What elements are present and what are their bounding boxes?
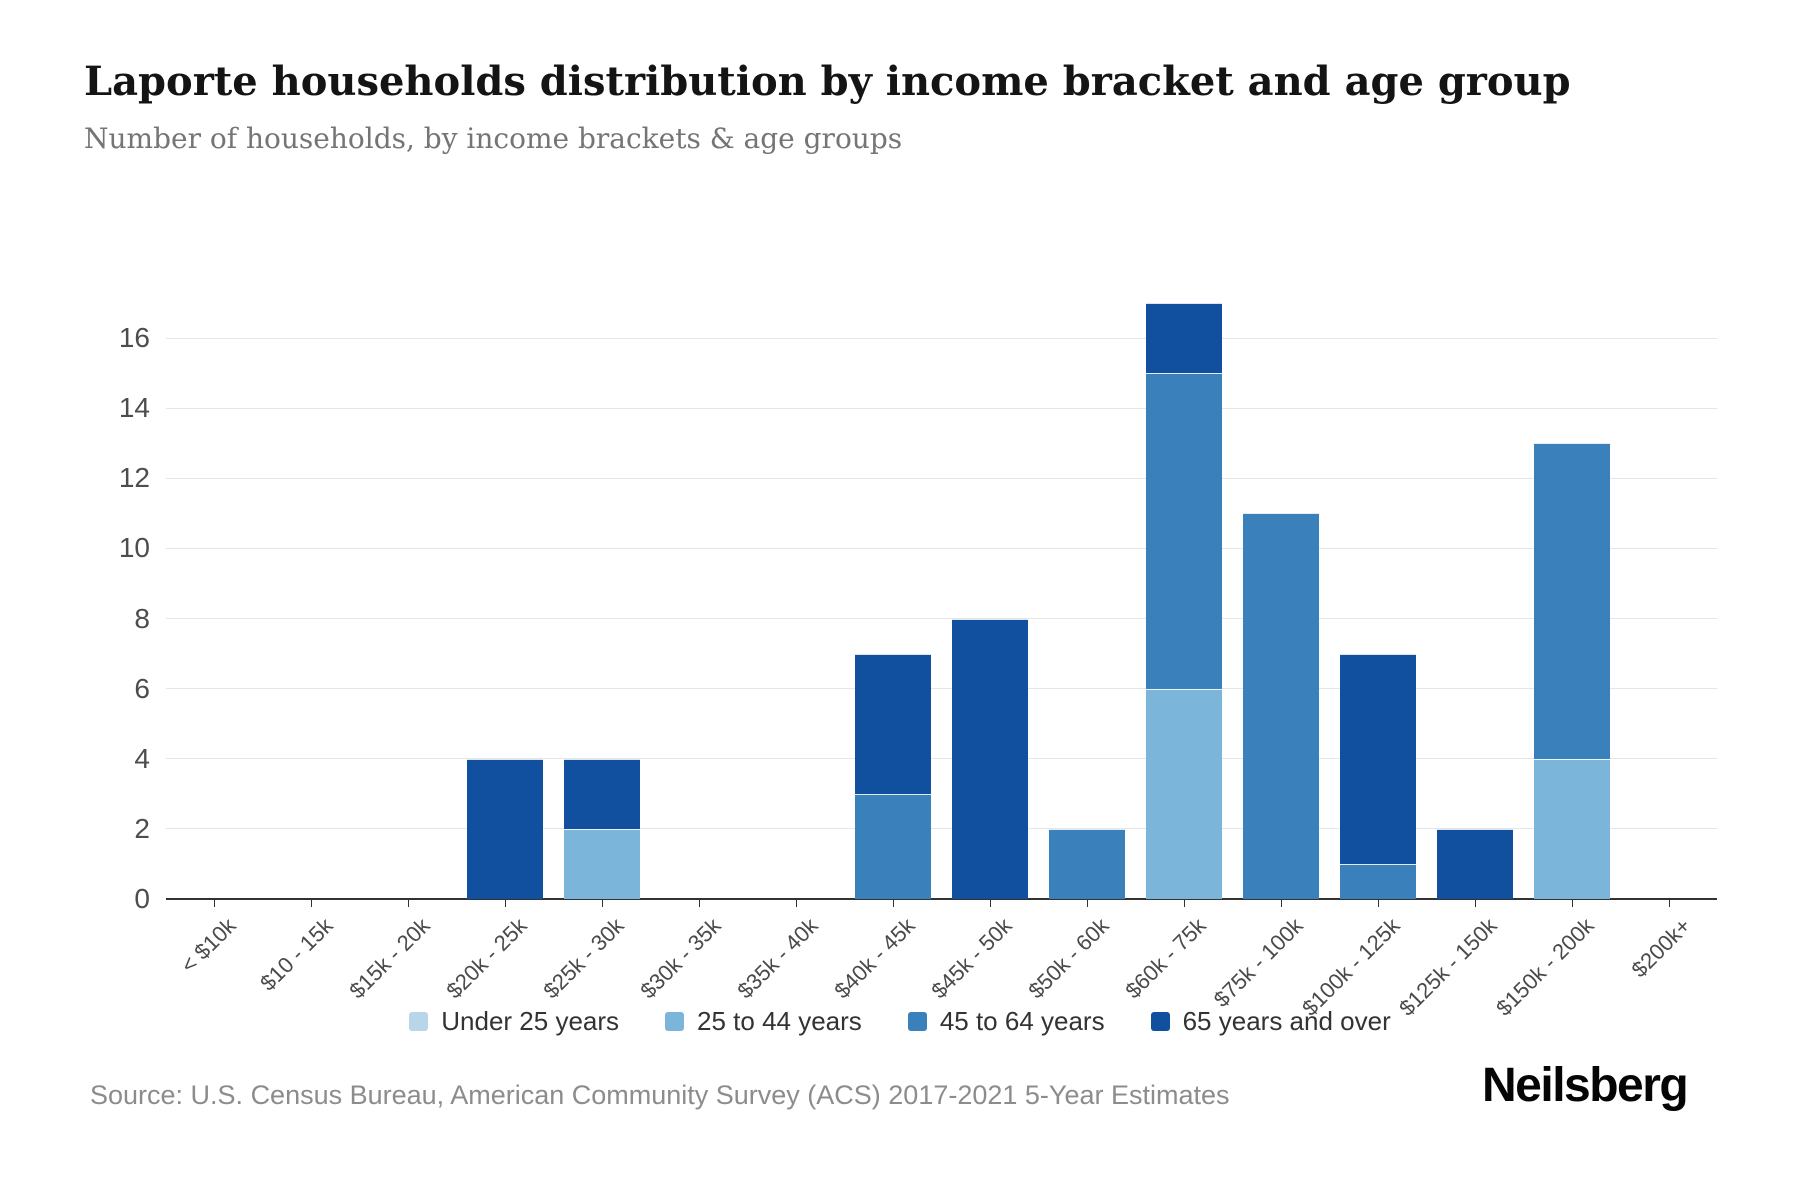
legend-label: Under 25 years (441, 1005, 620, 1036)
bar-segment[interactable] (1048, 828, 1125, 899)
bar-segment[interactable] (564, 828, 641, 899)
bar-segment[interactable] (1145, 373, 1222, 689)
x-axis-tick (1668, 900, 1670, 907)
y-gridline (166, 758, 1717, 760)
x-axis-tick (1280, 900, 1282, 907)
legend-label: 65 years and over (1182, 1005, 1391, 1036)
x-axis-tick (1571, 900, 1573, 907)
legend-item[interactable]: 25 to 44 years (665, 1006, 862, 1037)
bar-segment[interactable] (1145, 688, 1222, 899)
x-axis-tick (796, 900, 798, 907)
x-axis-tick-label: $50k - 60k (1023, 913, 1114, 1004)
legend-label: 45 to 64 years (939, 1005, 1105, 1036)
y-axis-tick-label: 8 (134, 602, 150, 634)
bar-segment[interactable] (1145, 302, 1222, 374)
y-gridline (166, 477, 1717, 479)
x-axis-tick-label: < $10k (176, 913, 242, 978)
y-gridline (166, 547, 1717, 549)
bar-segment[interactable] (1339, 653, 1416, 864)
legend-label: 25 to 44 years (697, 1005, 862, 1036)
y-axis-tick-label: 14 (118, 392, 150, 424)
x-axis-tick (602, 900, 604, 907)
x-axis-line (166, 898, 1717, 900)
neilsberg-logo: Neilsberg (1482, 1059, 1689, 1112)
x-axis-tick-label: $20k - 25k (441, 913, 532, 1004)
x-axis-tick-label: $45k - 50k (926, 913, 1017, 1004)
x-axis-tick (1377, 900, 1379, 907)
x-axis-tick (1183, 900, 1185, 907)
y-gridline (166, 828, 1717, 830)
y-axis-tick-label: 12 (118, 462, 150, 494)
bar-segment[interactable] (1533, 443, 1610, 759)
legend-item[interactable]: 45 to 64 years (907, 1005, 1105, 1037)
y-gridline (166, 337, 1717, 339)
legend-swatch (1150, 1011, 1170, 1031)
x-axis-tick-label: $10 - 15k (255, 913, 339, 996)
x-axis-tick-label: $200k+ (1626, 913, 1696, 983)
y-axis-tick-label: 16 (118, 322, 150, 353)
legend-swatch (409, 1011, 429, 1031)
x-axis-tick (311, 900, 313, 907)
y-axis-tick-label: 2 (134, 812, 150, 844)
y-axis-tick-label: 6 (134, 672, 150, 704)
x-axis-tick-label: $35k - 40k (732, 913, 823, 1004)
x-axis-tick (1086, 900, 1088, 907)
y-gridline (166, 688, 1717, 690)
x-axis-tick-label: $30k - 35k (635, 913, 726, 1004)
bar-segment[interactable] (467, 758, 544, 899)
bar-segment[interactable] (1533, 758, 1610, 899)
legend-swatch (665, 1011, 685, 1031)
page-subtitle: Number of households, by income brackets… (84, 122, 903, 155)
x-axis-tick (408, 900, 410, 907)
chart-legend: Under 25 years 25 to 44 years 45 to 64 yea… (0, 998, 1800, 1044)
bar-segment[interactable] (564, 758, 641, 829)
y-axis-tick-label: 4 (134, 742, 150, 774)
x-axis-tick (505, 900, 507, 907)
x-axis-tick-label: $40k - 45k (829, 913, 920, 1004)
bar-segment[interactable] (951, 618, 1028, 899)
x-axis-tick (893, 900, 895, 907)
x-axis-tick (214, 900, 216, 907)
legend-swatch (907, 1011, 927, 1031)
y-gridline (166, 407, 1717, 409)
source-note: Source: U.S. Census Bureau, American Com… (90, 1080, 1230, 1110)
bar-segment[interactable] (1436, 828, 1513, 899)
y-axis-tick-label: 10 (118, 532, 150, 564)
bar-segment[interactable] (1242, 513, 1319, 899)
x-axis-tick-label: $60k - 75k (1120, 913, 1211, 1004)
page-title: Laporte households distribution by incom… (84, 58, 1571, 105)
bar-segment[interactable] (855, 653, 932, 794)
bar-segment[interactable] (855, 793, 932, 899)
x-axis-tick (1474, 900, 1476, 907)
legend-item[interactable]: 65 years and over (1150, 1005, 1391, 1037)
legend-item[interactable]: Under 25 years (409, 1006, 619, 1037)
x-axis-tick-label: $15k - 20k (344, 913, 436, 1004)
y-axis-tick-label: 0 (134, 883, 150, 914)
x-axis-tick (989, 900, 991, 907)
bar-segment[interactable] (1339, 863, 1416, 899)
x-axis-tick (699, 900, 701, 907)
y-gridline (166, 618, 1717, 619)
x-axis-tick-label: $25k - 30k (538, 913, 629, 1004)
